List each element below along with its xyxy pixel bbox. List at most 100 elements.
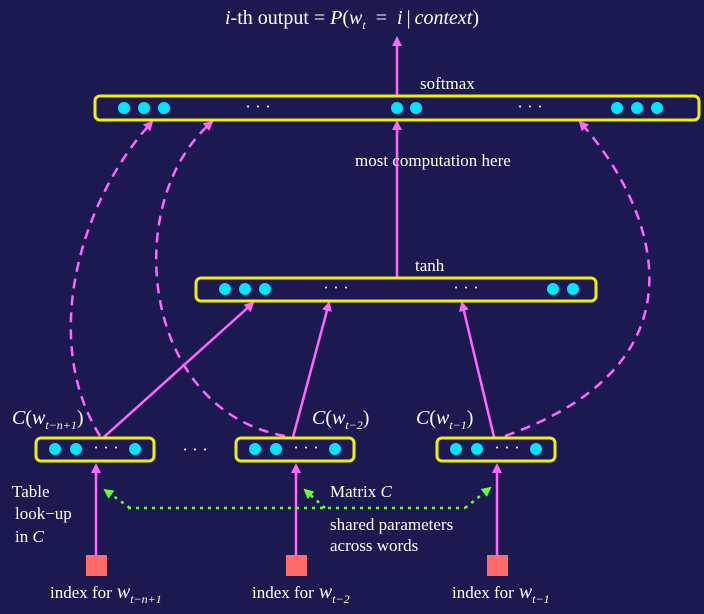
title-close: ) [472,7,479,29]
dashed-arrows [69,120,651,438]
embedding-neuron [329,443,341,455]
index3-sub: t−1 [532,592,549,606]
embedding-label-3: C(wt−1) [416,407,473,432]
embedding-neuron [129,443,141,455]
emb2-close: ) [363,407,370,429]
shared-arrow-left [103,488,131,510]
shared-arrow-right [464,486,492,509]
index-box-2 [286,555,307,576]
embedding-box-2-frame [234,436,356,463]
emb2-w: w [332,407,346,429]
softmax-neuron [138,102,150,114]
tanh-neuron [567,283,579,295]
embedding-label-1: C(wt−n+1) [12,407,84,432]
emb2-open: ( [325,407,332,429]
index-label-3: index for wt−1 [452,581,550,606]
tanh-layer: · · · · · · [194,276,598,303]
emb3-to-tanh-arrow [458,301,496,438]
tanh-neuron [219,283,231,295]
softmax-dots-left: · · · [245,97,270,116]
most-computation-label: most computation here [355,151,511,170]
title-w: w [349,7,363,29]
emb2-to-tanh-arrow [291,301,332,438]
matrix-label: Matrix C [330,482,393,501]
title-p: P [329,7,342,29]
softmax-neuron [651,102,663,114]
emb2-to-softmax-dashed-arrow [154,120,286,438]
embedding-neuron [70,443,82,455]
index-box-1 [86,555,107,576]
emb1-close: ) [77,407,84,429]
index2-w: w [319,581,333,603]
table-lookup-annotation: Table look−up in C [12,482,72,546]
softmax-neuron [158,102,170,114]
emb3-sub: t−1 [449,418,466,432]
tanh-dots-left: · · · [323,278,348,297]
emb1-open: ( [25,407,32,429]
embedding-dots: · · · [93,438,118,457]
shared-parameters-arrows [103,486,492,510]
embedding-box-2: · · · [234,436,356,463]
softmax-neuron [611,102,623,114]
index1-w: w [117,581,131,603]
embedding-dots: · · · [293,438,318,457]
emb1-sub: t−n+1 [45,418,77,432]
emb3-close: ) [467,407,474,429]
index3-w: w [519,581,533,603]
table-line-3: in C [15,527,44,546]
tanh-neuron [239,283,251,295]
emb1-w: w [32,407,46,429]
index2-sub: t−2 [332,592,349,606]
emb3-w: w [436,407,450,429]
index1-prefix: index for [50,583,112,602]
tanh-neuron [547,283,559,295]
table-line-2: look−up [15,504,72,523]
emb3-c: C [416,407,430,429]
softmax-label: softmax [420,74,475,93]
embedding-box-3-frame [435,436,557,463]
emb3-open: ( [429,407,436,429]
softmax-neuron [410,102,422,114]
embedding-neuron [471,443,483,455]
softmax-neuron [631,102,643,114]
table-line-3-in: in [15,527,29,546]
embedding-label-2: C(wt−2) [312,407,369,432]
emb1-to-tanh-arrow [103,301,255,438]
title-middle: -th output = [231,7,331,29]
table-line-1: Table [12,482,50,501]
emb2-c: C [312,407,326,429]
emb2-sub: t−2 [345,418,362,432]
shared-parameters-line-2: across words [330,536,418,555]
emb1-to-softmax-dashed-arrow [69,120,154,437]
embedding-box-3: · · · [435,436,557,463]
title-w-sub: t [362,18,366,32]
embedding-dots: · · · [494,438,519,457]
emb1-c: C [12,407,26,429]
embedding-box-1: · · · [34,436,156,463]
tanh-layer-box [194,276,598,303]
title-bar: | [407,7,411,29]
embedding-neuron [270,443,282,455]
shared-parameters-annotation: Matrix C shared parameters across words [330,482,453,555]
embedding-neuron [249,443,261,455]
title-i: i [397,7,403,29]
tanh-dots-right: · · · [453,278,478,297]
tanh-neuron [259,283,271,295]
between-embeddings-dots: · · · [182,440,207,459]
embedding-box-1-frame [34,436,156,463]
matrix-word: Matrix [330,482,377,501]
softmax-dots-right: · · · [517,97,542,116]
title-context: context [415,7,473,29]
index-box-3 [487,555,508,576]
title-open: ( [342,7,349,29]
softmax-layer: · · · · · · [93,94,701,122]
embedding-neuron [530,443,542,455]
index-label-1: index for wt−n+1 [50,581,162,606]
softmax-neuron [118,102,130,114]
embedding-neuron [49,443,61,455]
output-title: i-th output = P(wt = i | context) [225,7,479,32]
title-equals: = [376,7,387,29]
index-label-2: index for wt−2 [252,581,350,606]
softmax-neuron [391,102,403,114]
